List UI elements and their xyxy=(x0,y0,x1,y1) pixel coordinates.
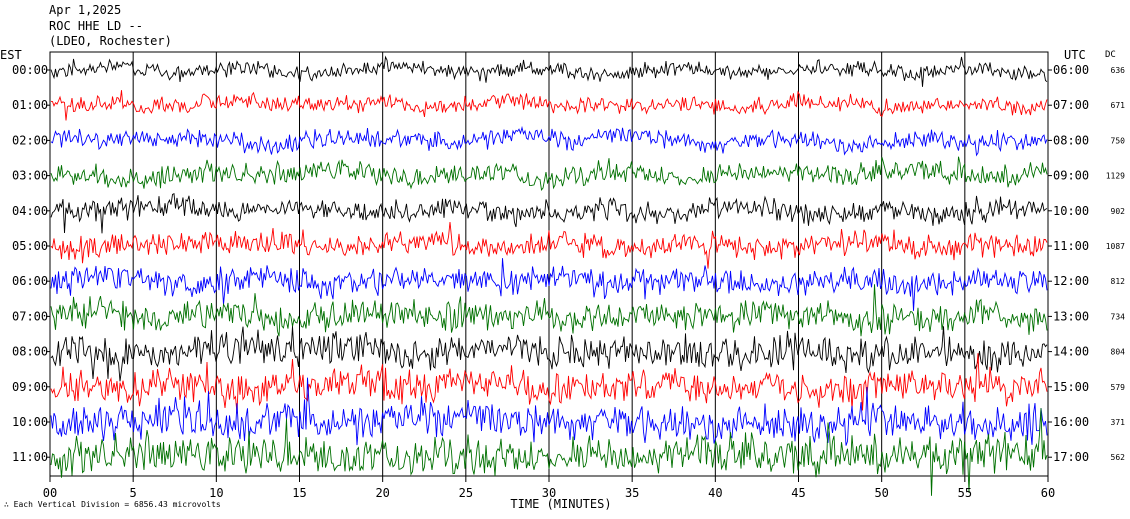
dc-offset-label: 1087 xyxy=(1106,242,1125,251)
x-tick-label: 5 xyxy=(130,486,137,500)
dc-offset-label: 636 xyxy=(1111,66,1126,75)
dc-offset-label: 579 xyxy=(1111,383,1126,392)
date-label: Apr 1,2025 xyxy=(49,3,122,17)
x-tick-label: 35 xyxy=(625,486,639,500)
seismic-trace-0400 xyxy=(50,193,1048,234)
est-time-label: 10:00 xyxy=(12,415,48,429)
grid-lines xyxy=(46,51,1052,482)
est-time-label: 09:00 xyxy=(12,380,48,394)
station-label: ROC HHE LD -- xyxy=(49,19,143,33)
utc-time-label: 12:00 xyxy=(1053,274,1089,288)
axis-labels: 00 5 10 15 20 25 30 35 40 45 50 55 60 TIME (MINUTES) E… xyxy=(0,48,1125,511)
footer-note: ∴ Each Vertical Division = 6856.43 micro… xyxy=(4,500,221,509)
seismic-trace-0800 xyxy=(50,326,1048,382)
x-tick-label: 10 xyxy=(209,486,223,500)
utc-time-label: 09:00 xyxy=(1053,169,1089,183)
est-time-label: 00:00 xyxy=(12,63,48,77)
seismic-trace-0700 xyxy=(50,284,1048,337)
utc-time-label: 14:00 xyxy=(1053,345,1089,359)
est-time-label: 07:00 xyxy=(12,309,48,323)
x-tick-label: 55 xyxy=(958,486,972,500)
x-tick-label: 30 xyxy=(542,486,556,500)
x-tick-label: 40 xyxy=(708,486,722,500)
x-tick-label: 00 xyxy=(43,486,57,500)
dc-offset-label: 734 xyxy=(1111,312,1126,321)
x-tick-label: 50 xyxy=(874,486,888,500)
x-tick-label: 25 xyxy=(459,486,473,500)
seismic-trace-0200 xyxy=(50,125,1048,157)
est-time-label: 06:00 xyxy=(12,274,48,288)
right-axis-title: UTC xyxy=(1064,48,1086,62)
utc-time-label: 13:00 xyxy=(1053,309,1089,323)
left-axis-title: EST xyxy=(0,48,22,62)
seismic-trace-0600 xyxy=(50,258,1048,311)
seismic-trace-0000 xyxy=(50,55,1048,87)
seismic-trace-0100 xyxy=(50,90,1048,121)
seismic-trace-1100 xyxy=(50,408,1048,496)
dc-title: DC xyxy=(1105,50,1116,60)
seismic-trace-0900 xyxy=(50,353,1048,414)
x-tick-label: 20 xyxy=(375,486,389,500)
utc-time-label: 10:00 xyxy=(1053,204,1089,218)
dc-offset-label: 750 xyxy=(1111,136,1126,145)
dc-offset-label: 562 xyxy=(1111,453,1126,462)
dc-offset-label: 812 xyxy=(1111,277,1126,286)
x-tick-label: 15 xyxy=(292,486,306,500)
utc-time-label: 06:00 xyxy=(1053,63,1089,77)
utc-time-label: 07:00 xyxy=(1053,98,1089,112)
seismic-trace-0500 xyxy=(50,221,1048,269)
x-axis-title: TIME (MINUTES) xyxy=(510,497,611,511)
est-time-label: 02:00 xyxy=(12,133,48,147)
x-tick-label: 60 xyxy=(1041,486,1055,500)
utc-time-label: 15:00 xyxy=(1053,380,1089,394)
dc-offset-label: 902 xyxy=(1111,207,1126,216)
seismic-traces xyxy=(50,55,1048,496)
est-time-label: 11:00 xyxy=(12,450,48,464)
est-time-label: 04:00 xyxy=(12,204,48,218)
dc-offset-label: 1129 xyxy=(1106,172,1125,181)
utc-time-label: 08:00 xyxy=(1053,133,1089,147)
seismic-trace-1000 xyxy=(50,377,1048,446)
seismic-trace-0300 xyxy=(50,156,1048,191)
x-tick-label: 45 xyxy=(791,486,805,500)
utc-time-label: 16:00 xyxy=(1053,415,1089,429)
utc-time-label: 17:00 xyxy=(1053,450,1089,464)
est-time-label: 01:00 xyxy=(12,98,48,112)
network-label: (LDEO, Rochester) xyxy=(49,34,172,48)
dc-offset-label: 671 xyxy=(1111,101,1126,110)
est-time-label: 03:00 xyxy=(12,169,48,183)
dc-offset-label: 804 xyxy=(1111,348,1126,357)
utc-time-label: 11:00 xyxy=(1053,239,1089,253)
est-time-label: 08:00 xyxy=(12,345,48,359)
est-time-label: 05:00 xyxy=(12,239,48,253)
dc-offset-label: 371 xyxy=(1111,418,1126,427)
